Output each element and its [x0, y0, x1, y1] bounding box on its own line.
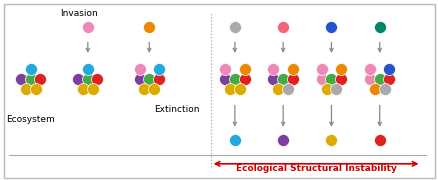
Point	[375, 139, 382, 142]
Point	[318, 78, 325, 81]
Point	[322, 88, 329, 91]
Text: Ecological Structural Instability: Ecological Structural Instability	[235, 164, 396, 173]
Point	[375, 26, 382, 28]
FancyBboxPatch shape	[4, 4, 434, 178]
Point	[327, 78, 334, 81]
Point	[84, 68, 91, 71]
Point	[240, 68, 247, 71]
Point	[279, 26, 286, 28]
Point	[289, 68, 296, 71]
Point	[231, 78, 238, 81]
Point	[155, 68, 162, 71]
Point	[279, 139, 286, 142]
Point	[27, 68, 34, 71]
Point	[84, 26, 91, 28]
Point	[327, 26, 334, 28]
Point	[289, 78, 296, 81]
Point	[274, 88, 281, 91]
Point	[337, 78, 344, 81]
Point	[141, 88, 148, 91]
Point	[89, 88, 96, 91]
Point	[150, 88, 157, 91]
Point	[94, 78, 101, 81]
Text: Ecosystem: Ecosystem	[6, 115, 55, 124]
Point	[221, 68, 228, 71]
Point	[385, 68, 392, 71]
Point	[240, 78, 247, 81]
Point	[231, 139, 238, 142]
Point	[231, 26, 238, 28]
Point	[371, 88, 378, 91]
Point	[145, 26, 152, 28]
Point	[145, 78, 152, 81]
Point	[79, 88, 86, 91]
Point	[385, 78, 392, 81]
Point	[136, 78, 143, 81]
Point	[332, 88, 339, 91]
Point	[327, 139, 334, 142]
Point	[366, 78, 373, 81]
Point	[375, 78, 382, 81]
Point	[318, 68, 325, 71]
Point	[284, 88, 291, 91]
Point	[337, 68, 344, 71]
Point	[380, 88, 387, 91]
Point	[221, 78, 228, 81]
Point	[37, 78, 44, 81]
Point	[226, 88, 233, 91]
Text: Invasion: Invasion	[60, 9, 98, 18]
Point	[279, 78, 286, 81]
Point	[27, 78, 34, 81]
Point	[84, 78, 91, 81]
Point	[74, 78, 81, 81]
Text: Extinction: Extinction	[154, 105, 199, 114]
Point	[18, 78, 25, 81]
Point	[155, 78, 162, 81]
Point	[366, 68, 373, 71]
Point	[32, 88, 39, 91]
Point	[22, 88, 29, 91]
Point	[269, 68, 276, 71]
Point	[236, 88, 243, 91]
Point	[269, 78, 276, 81]
Point	[136, 68, 143, 71]
